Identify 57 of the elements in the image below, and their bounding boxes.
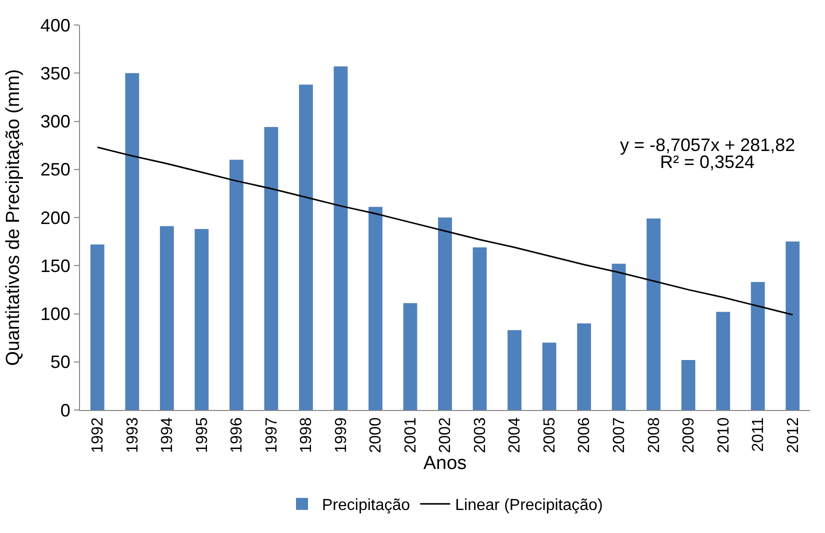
x-tick-label: 1999 xyxy=(332,417,350,453)
x-tick-label: 1998 xyxy=(298,417,316,453)
x-axis-title: Anos xyxy=(423,452,467,474)
y-axis-title: Quantitativos de Precipitação (mm) xyxy=(3,69,24,366)
x-tick-label: 1993 xyxy=(124,417,142,453)
bar xyxy=(438,218,452,410)
x-tick-label: 2003 xyxy=(472,417,489,453)
bar xyxy=(508,330,522,410)
bar xyxy=(160,226,174,410)
y-tick-label: 350 xyxy=(40,63,70,84)
bar xyxy=(716,312,730,410)
bar xyxy=(681,360,696,410)
x-tick-label: 2002 xyxy=(437,417,454,453)
legend-label: Precipitação xyxy=(322,497,410,514)
bar xyxy=(299,84,313,410)
x-tick-label: 2005 xyxy=(541,417,558,453)
x-tick-label: 2009 xyxy=(680,417,698,453)
x-tick-label: 2007 xyxy=(611,417,628,453)
bar xyxy=(90,244,104,410)
bar xyxy=(612,264,626,410)
bar xyxy=(542,342,556,410)
x-tick-label: 2006 xyxy=(576,417,594,453)
x-tick-label: 2000 xyxy=(368,417,385,453)
y-tick-label: 100 xyxy=(40,304,70,324)
y-tick-label: 0 xyxy=(60,400,70,420)
y-tick-label: 50 xyxy=(50,352,70,372)
x-tick-label: 2004 xyxy=(506,417,524,453)
bar xyxy=(786,242,800,410)
x-tick-label: 2008 xyxy=(646,417,663,453)
bar xyxy=(264,127,278,410)
y-tick-label: 150 xyxy=(40,256,70,276)
annotation: R² = 0,3524 xyxy=(660,152,755,172)
y-tick-label: 250 xyxy=(40,160,70,180)
x-tick-label: 1996 xyxy=(228,417,246,453)
x-tick-label: 1995 xyxy=(194,417,211,453)
bar xyxy=(750,282,765,410)
bar xyxy=(368,206,382,410)
bar xyxy=(229,160,244,410)
x-tick-label: 2012 xyxy=(784,417,802,453)
bar xyxy=(472,247,487,410)
bar xyxy=(334,66,348,410)
annotation: y = -8,7057x + 281,82 xyxy=(620,135,796,155)
y-tick-label: 200 xyxy=(40,208,70,228)
y-tick-label: 400 xyxy=(40,15,70,36)
legend-label: Linear (Precipitação) xyxy=(455,497,603,514)
x-tick-label: 2010 xyxy=(715,417,732,453)
bar xyxy=(403,303,418,410)
x-tick-label: 1992 xyxy=(90,417,107,453)
bar xyxy=(577,323,591,410)
x-tick-label: 2001 xyxy=(402,417,420,453)
y-tick-label: 300 xyxy=(40,112,70,132)
bar xyxy=(194,229,209,410)
x-tick-label: 1997 xyxy=(263,417,280,453)
x-tick-label: 1994 xyxy=(159,417,176,453)
x-tick-label: 2011 xyxy=(750,417,768,452)
bar xyxy=(646,218,661,410)
bar xyxy=(125,73,140,410)
